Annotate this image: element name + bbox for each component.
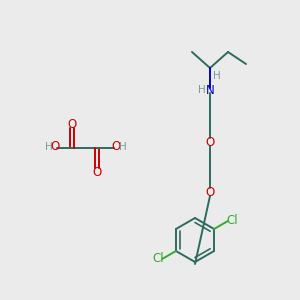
- Text: H: H: [45, 142, 53, 152]
- Text: Cl: Cl: [152, 251, 164, 265]
- Text: H: H: [213, 71, 221, 81]
- Text: N: N: [206, 83, 214, 97]
- Text: O: O: [92, 166, 102, 178]
- Text: O: O: [68, 118, 76, 130]
- Text: O: O: [206, 185, 214, 199]
- Text: O: O: [206, 136, 214, 148]
- Text: H: H: [198, 85, 206, 95]
- Text: Cl: Cl: [226, 214, 238, 226]
- Text: O: O: [111, 140, 121, 154]
- Text: O: O: [50, 140, 60, 154]
- Text: H: H: [119, 142, 127, 152]
